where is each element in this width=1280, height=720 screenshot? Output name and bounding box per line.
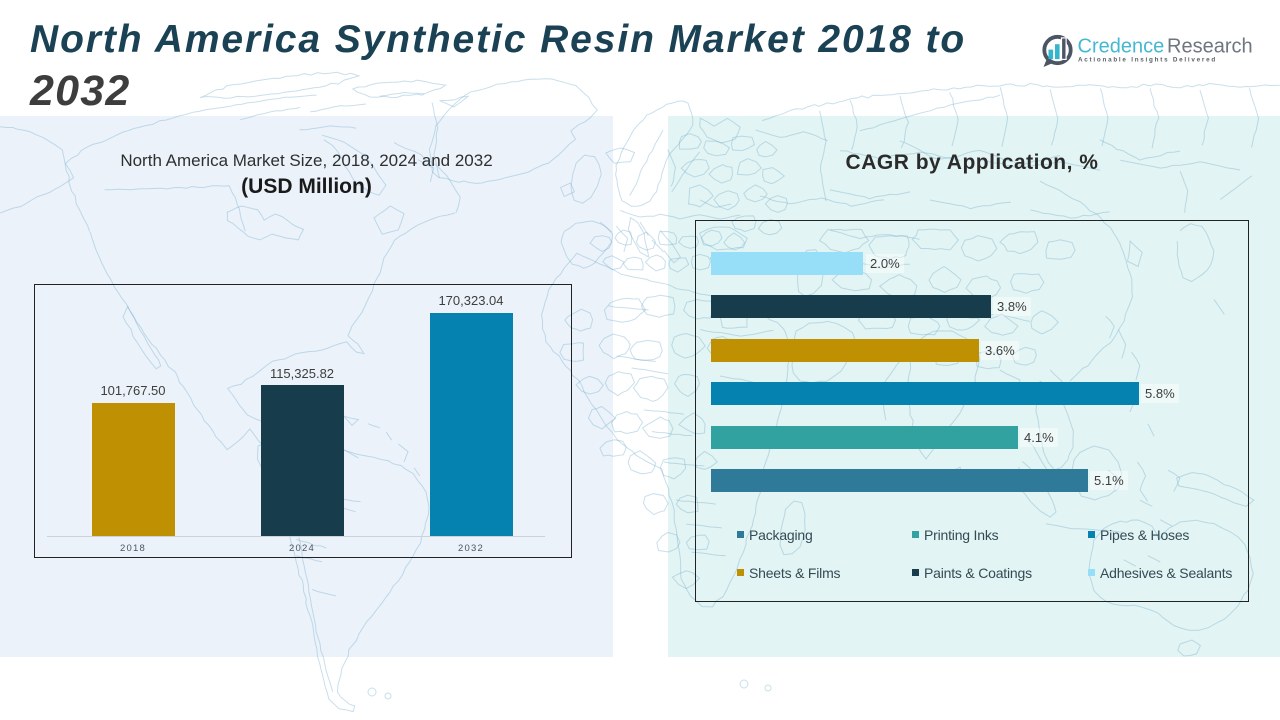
svg-text:Research: Research [1167, 35, 1253, 57]
svg-text:Credence: Credence [1078, 35, 1165, 57]
svg-text:Actionable Insights Delivered: Actionable Insights Delivered [1078, 56, 1217, 63]
